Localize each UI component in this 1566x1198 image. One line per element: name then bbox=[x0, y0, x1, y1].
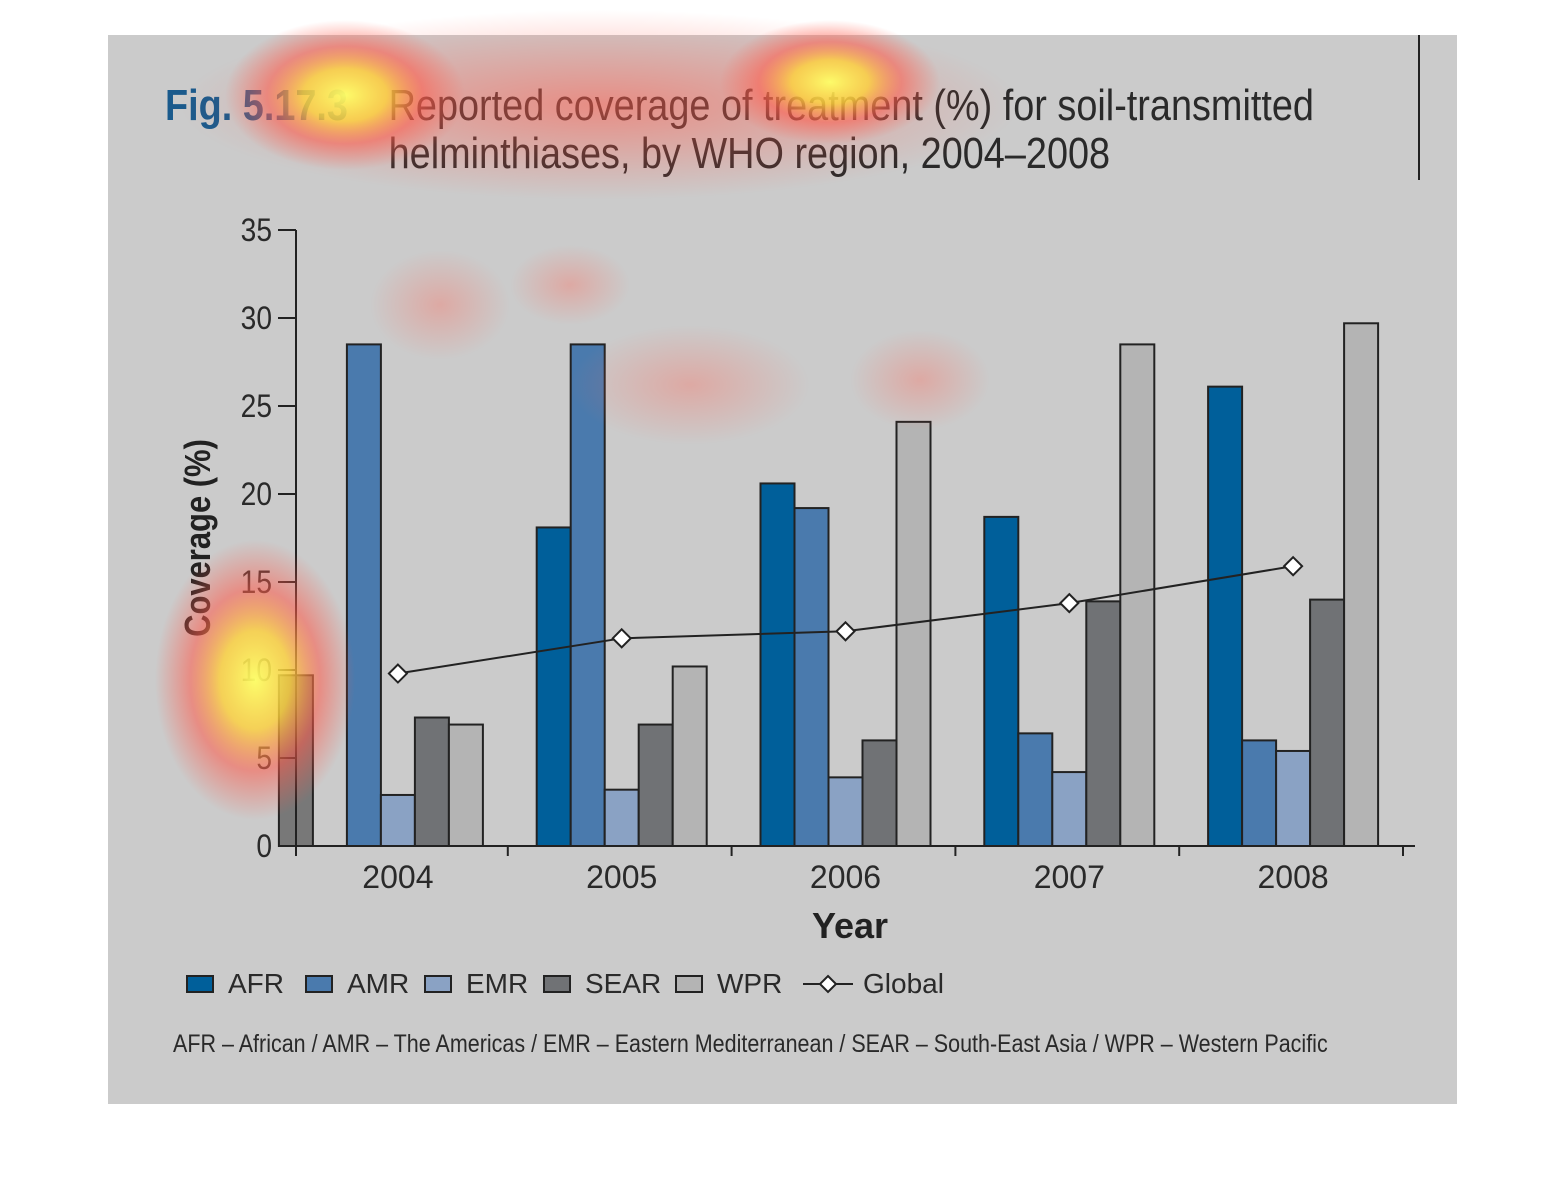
bar-sear-2008 bbox=[1309, 598, 1346, 847]
y-tick-label: 20 bbox=[241, 477, 272, 512]
bar-wpr-2004 bbox=[447, 723, 484, 847]
legend-label: AFR bbox=[228, 968, 284, 999]
y-tick-label: 10 bbox=[241, 653, 272, 688]
bar-amr-2005 bbox=[569, 343, 606, 847]
global-point-2007 bbox=[1058, 592, 1080, 614]
bar-sear-2004 bbox=[413, 716, 450, 848]
legend-label: AMR bbox=[347, 968, 410, 999]
x-axis-label: Year bbox=[812, 905, 888, 946]
y-tick-label: 35 bbox=[241, 213, 272, 248]
legend-swatch bbox=[305, 975, 333, 993]
legend-item-afr: AFR bbox=[186, 966, 284, 1002]
bar-sear-2005 bbox=[637, 723, 674, 847]
bar-afr-2005 bbox=[535, 526, 572, 847]
legend-swatch bbox=[424, 975, 452, 993]
legend-swatch bbox=[186, 975, 214, 993]
bar-wpr-2007 bbox=[1119, 343, 1156, 847]
legend-label: EMR bbox=[466, 968, 529, 999]
global-line-layer bbox=[387, 555, 1304, 684]
bar-emr-2005 bbox=[603, 788, 640, 847]
legend-label: Global bbox=[863, 968, 944, 999]
bar-wpr-2006 bbox=[895, 420, 932, 847]
global-series-line bbox=[397, 565, 1294, 675]
y-axis-label: Coverage (%) bbox=[179, 439, 219, 637]
bar-wpr-2008 bbox=[1343, 322, 1380, 847]
bar-emr-2007 bbox=[1051, 771, 1088, 848]
y-tick-label: 25 bbox=[241, 389, 272, 424]
y-tick-label: 15 bbox=[241, 565, 272, 600]
bar-wpr-2005 bbox=[671, 665, 708, 847]
bar-sear-2007 bbox=[1085, 600, 1122, 847]
legend-item-sear: SEAR bbox=[543, 966, 661, 1002]
x-tick-label: 2006 bbox=[810, 859, 881, 895]
global-point-2006 bbox=[835, 620, 856, 642]
diamond-line-icon bbox=[803, 974, 853, 994]
legend-item-wpr: WPR bbox=[675, 966, 782, 1002]
bar-amr-2004 bbox=[345, 343, 382, 847]
bar-sear-2006 bbox=[861, 739, 898, 848]
x-tick-label: 2008 bbox=[1258, 859, 1329, 895]
bar-emr-2006 bbox=[827, 776, 864, 847]
bars-layer bbox=[277, 322, 1380, 848]
legend-item-global: Global bbox=[803, 966, 944, 1002]
bar-afr-2008 bbox=[1207, 385, 1244, 847]
legend-label: SEAR bbox=[585, 968, 662, 999]
page-rule bbox=[1418, 35, 1420, 180]
legend-label: WPR bbox=[717, 968, 783, 999]
region-footnote: AFR – African / AMR – The Americas / EMR… bbox=[173, 1030, 1328, 1058]
bar-emr-2004 bbox=[379, 793, 416, 848]
legend-item-emr: EMR bbox=[424, 966, 528, 1002]
global-point-2004 bbox=[387, 663, 409, 684]
bar-amr-2007 bbox=[1017, 732, 1054, 847]
legend-swatch bbox=[543, 975, 571, 993]
x-tick-label: 2007 bbox=[1034, 859, 1105, 895]
y-tick-label: 30 bbox=[241, 301, 272, 336]
y-tick-label: 5 bbox=[256, 741, 272, 776]
global-point-2005 bbox=[611, 627, 633, 649]
bar-amr-2006 bbox=[793, 507, 830, 847]
bar-afr-2007 bbox=[983, 515, 1020, 847]
x-tick-label: 2005 bbox=[586, 859, 657, 895]
bar-amr-2008 bbox=[1241, 739, 1278, 848]
y-tick-label: 0 bbox=[256, 829, 272, 864]
bar-afr-2006 bbox=[759, 482, 796, 847]
legend-item-amr: AMR bbox=[305, 966, 409, 1002]
bar-emr-2008 bbox=[1275, 749, 1312, 848]
legend-swatch bbox=[675, 975, 703, 993]
global-point-2008 bbox=[1282, 555, 1304, 577]
x-tick-label: 2004 bbox=[362, 859, 433, 895]
